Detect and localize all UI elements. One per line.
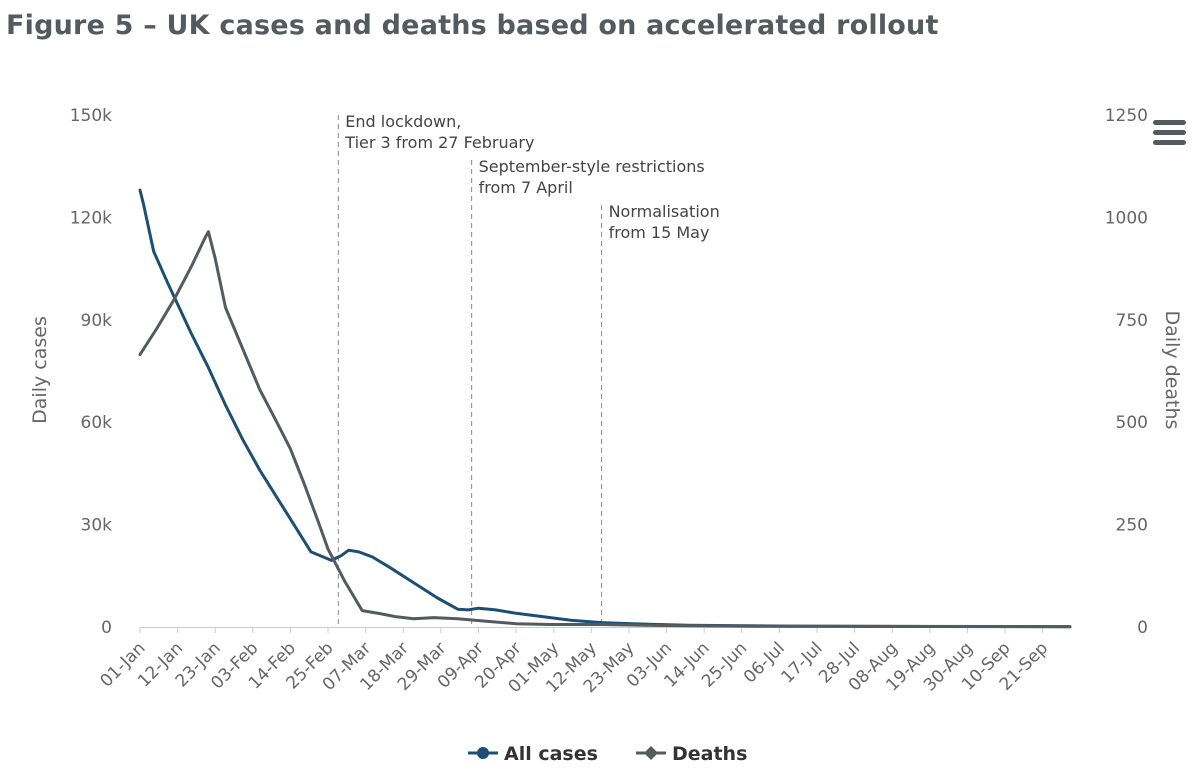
series-line-deaths bbox=[138, 230, 1072, 629]
x-tick-label: 17-Jul bbox=[778, 638, 827, 687]
annotation-text: Normalisation bbox=[609, 202, 720, 221]
series-line-all-cases bbox=[138, 188, 1072, 629]
axes: 01-Jan12-Jan23-Jan03-Feb14-Feb25-Feb07-M… bbox=[29, 106, 1183, 697]
y-right-tick-label: 1250 bbox=[1105, 106, 1148, 126]
annotation-text: from 7 April bbox=[479, 178, 573, 197]
y-left-axis-title: Daily cases bbox=[29, 316, 51, 424]
legend-marker-diamond bbox=[644, 746, 658, 760]
annotation-text: End lockdown, bbox=[345, 112, 461, 131]
menu-bar bbox=[1153, 140, 1186, 145]
series-layer bbox=[138, 188, 1072, 629]
legend: All cases Deaths bbox=[468, 743, 747, 765]
y-right-tick-label: 500 bbox=[1116, 413, 1148, 433]
menu-bar bbox=[1153, 120, 1186, 125]
y-left-tick-label: 120k bbox=[70, 208, 112, 228]
y-left-tick-label: 30k bbox=[81, 516, 113, 536]
y-right-axis-title: Daily deaths bbox=[1161, 311, 1183, 430]
annotation-text: Tier 3 from 27 February bbox=[344, 133, 534, 152]
annotation-text: September-style restrictions bbox=[479, 157, 705, 176]
annotation-text: from 15 May bbox=[609, 223, 710, 242]
y-left-tick-label: 0 bbox=[101, 618, 112, 638]
legend-label: Deaths bbox=[672, 743, 747, 765]
y-left-tick-label: 150k bbox=[70, 106, 112, 126]
y-right-tick-label: 1000 bbox=[1105, 208, 1148, 228]
menu-bar bbox=[1153, 130, 1186, 135]
hamburger-menu-icon[interactable] bbox=[1153, 120, 1186, 146]
y-left-tick-label: 60k bbox=[81, 413, 113, 433]
legend-marker-circle bbox=[477, 747, 489, 759]
y-left-tick-label: 90k bbox=[81, 311, 113, 331]
y-right-tick-label: 250 bbox=[1116, 516, 1148, 536]
y-right-tick-label: 0 bbox=[1137, 618, 1148, 638]
x-tick-label: 06-Jul bbox=[740, 638, 789, 687]
y-right-tick-label: 750 bbox=[1116, 311, 1148, 331]
chart-title: Figure 5 – UK cases and deaths based on … bbox=[6, 10, 939, 41]
legend-label: All cases bbox=[504, 743, 598, 765]
annotations: End lockdown, Tier 3 from 27 February Sept… bbox=[337, 112, 720, 627]
